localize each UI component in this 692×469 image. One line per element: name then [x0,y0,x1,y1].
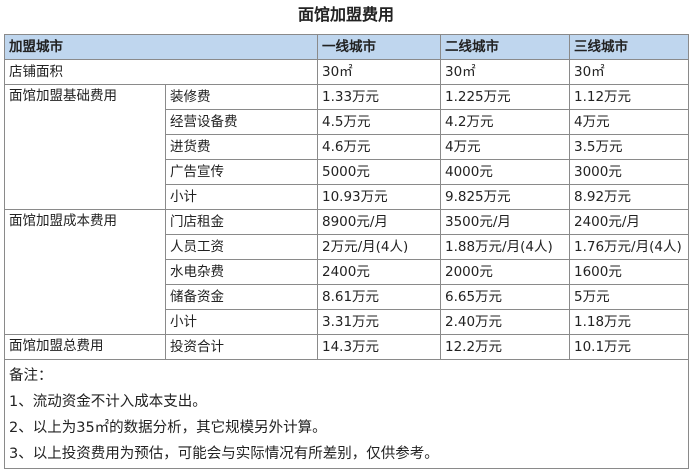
table-cell: 6.65万元 [440,284,570,310]
item-label: 人员工资 [165,234,318,260]
table-cell: 8.92万元 [569,184,689,210]
item-label: 水电杂费 [165,259,318,285]
header-city-tier: 加盟城市 [4,34,318,60]
franchise-cost-table: 加盟城市 一线城市 二线城市 三线城市 店铺面积 30㎡ 30㎡ 30㎡ 面馆加… [4,34,689,469]
table-cell: 3.5万元 [569,134,689,160]
table-cell: 9.825万元 [440,184,570,210]
table-row: 面馆加盟基础费用 装修费 1.33万元 1.225万元 1.12万元 [4,84,689,210]
table-cell: 3500元/月 [440,209,570,235]
table-row: 面馆加盟成本费用 门店租金 8900元/月 3500元/月 2400元/月 [4,209,689,335]
table-cell: 5000元 [317,159,441,185]
table-cell: 8900元/月 [317,209,441,235]
table-cell: 10.93万元 [317,184,441,210]
item-label: 经营设备费 [165,109,318,135]
table-row: 小计 3.31万元 2.40万元 1.18万元 [5,309,689,335]
table-cell: 4.6万元 [317,134,441,160]
table-cell: 2400元/月 [569,209,689,235]
table-cell: 1.225万元 [440,84,570,110]
table-header-row: 加盟城市 一线城市 二线城市 三线城市 [4,34,689,60]
table-cell: 1.12万元 [569,84,689,110]
store-area-label: 店铺面积 [4,59,318,85]
table-cell: 1.76万元/月(4人) [569,234,689,260]
table-cell: 12.2万元 [440,334,570,360]
table-cell: 4万元 [569,109,689,135]
table-cell: 1.18万元 [569,309,689,335]
table-row: 人员工资 2万元/月(4人) 1.88万元/月(4人) 1.76万元/月(4人) [5,234,689,260]
table-cell: 30㎡ [569,59,689,85]
item-label: 小计 [165,184,318,210]
table-row: 进货费 4.6万元 4万元 3.5万元 [5,134,689,160]
table-row: 面馆加盟总费用 投资合计 14.3万元 12.2万元 10.1万元 [4,334,689,360]
table-row: 储备资金 8.61万元 6.65万元 5万元 [5,284,689,310]
item-label: 进货费 [165,134,318,160]
notes-cell: 备注： 1、流动资金不计入成本支出。 2、以上为35㎡的数据分析，其它规模另外计… [4,359,689,469]
table-cell: 4万元 [440,134,570,160]
notes-row: 备注： 1、流动资金不计入成本支出。 2、以上为35㎡的数据分析，其它规模另外计… [4,359,689,469]
table-row: 小计 10.93万元 9.825万元 8.92万元 [5,184,689,210]
table-row: 广告宣传 5000元 4000元 3000元 [5,159,689,185]
header-tier1-city: 一线城市 [317,34,441,60]
item-label: 广告宣传 [165,159,318,185]
table-cell: 1.33万元 [317,84,441,110]
notes-heading: 备注： [9,368,53,384]
item-label: 门店租金 [165,209,318,235]
table-row: 经营设备费 4.5万元 4.2万元 4万元 [5,109,689,135]
group-label-basic-fees: 面馆加盟基础费用 [4,84,166,210]
group-label-total: 面馆加盟总费用 [4,334,166,360]
table-cell: 3.31万元 [317,309,441,335]
page-title: 面馆加盟费用 [297,5,394,24]
table-cell: 10.1万元 [569,334,689,360]
note-line: 2、以上为35㎡的数据分析，其它规模另外计算。 [9,420,327,436]
note-line: 3、以上投资费用为预估，可能会与实际情况有所差别，仅供参考。 [9,446,439,462]
item-label: 储备资金 [165,284,318,310]
notes: 备注： 1、流动资金不计入成本支出。 2、以上为35㎡的数据分析，其它规模另外计… [6,361,688,468]
table-cell: 2万元/月(4人) [317,234,441,260]
table-cell: 3000元 [569,159,689,185]
table-cell: 4.5万元 [317,109,441,135]
table-cell: 30㎡ [440,59,570,85]
table-cell: 2000元 [440,259,570,285]
table-row: 店铺面积 30㎡ 30㎡ 30㎡ [4,59,689,85]
table-cell: 8.61万元 [317,284,441,310]
table-cell: 14.3万元 [317,334,441,360]
header-tier3-city: 三线城市 [569,34,689,60]
item-label: 投资合计 [165,334,318,360]
table-cell: 1600元 [569,259,689,285]
table-body: 店铺面积 30㎡ 30㎡ 30㎡ 面馆加盟基础费用 装修费 1.33万元 1.2… [4,59,689,469]
table-cell: 2.40万元 [440,309,570,335]
table-cell: 4.2万元 [440,109,570,135]
note-line: 1、流动资金不计入成本支出。 [9,394,207,410]
table-cell: 30㎡ [317,59,441,85]
table-cell: 2400元 [317,259,441,285]
table-cell: 1.88万元/月(4人) [440,234,570,260]
item-label: 装修费 [165,84,318,110]
table-cell: 5万元 [569,284,689,310]
group-label-operating-costs: 面馆加盟成本费用 [4,209,166,335]
table-cell: 4000元 [440,159,570,185]
item-label: 小计 [165,309,318,335]
table-row: 水电杂费 2400元 2000元 1600元 [5,259,689,285]
header-tier2-city: 二线城市 [440,34,570,60]
